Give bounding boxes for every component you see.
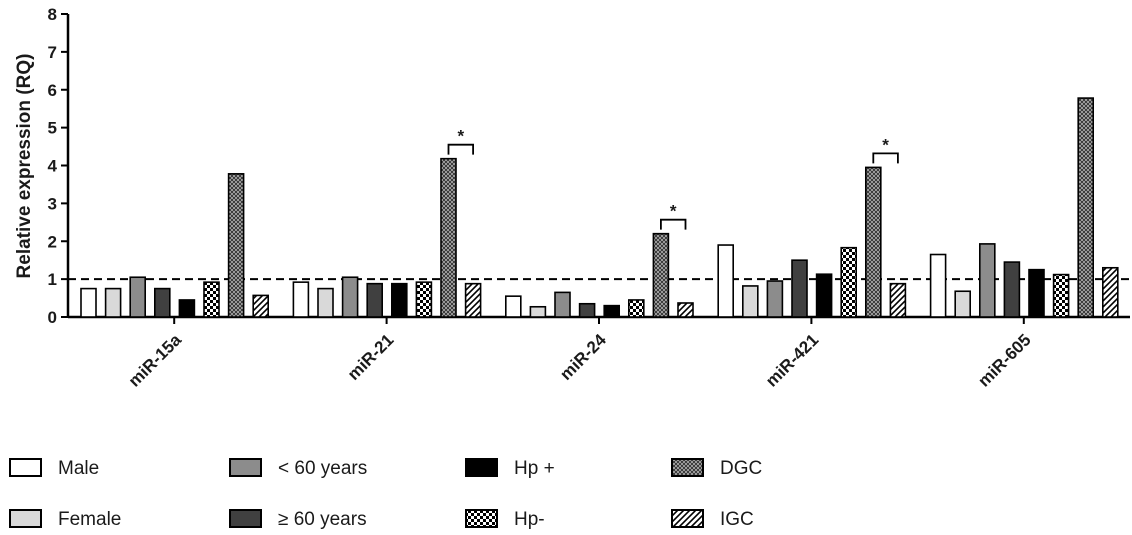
legend-label: < 60 years bbox=[278, 458, 367, 479]
bar-mir-605-7 bbox=[1102, 266, 1119, 318]
y-tick-label: 3 bbox=[48, 194, 57, 213]
bar-mir-15a-1 bbox=[104, 287, 122, 318]
bar-mir-24-7 bbox=[677, 302, 694, 318]
bar-mir-421-1 bbox=[741, 285, 759, 318]
bar-mir-15a-0 bbox=[80, 287, 97, 318]
x-tick-label: miR-15a bbox=[125, 330, 186, 391]
x-tick-label: miR-421 bbox=[762, 330, 822, 390]
bar-mir-605-5 bbox=[1052, 273, 1070, 318]
bar-mir-24-2 bbox=[554, 291, 571, 318]
legend: Male Female < 60 years ≥ 60 years Hp + Hp- DGC… bbox=[9, 458, 762, 530]
legend-item: Female bbox=[9, 509, 121, 530]
bar-mir-605-3 bbox=[1003, 261, 1021, 318]
legend-item: DGC bbox=[671, 458, 762, 479]
bar-mir-24-4 bbox=[603, 304, 621, 318]
bar-mir-421-4 bbox=[815, 273, 833, 318]
bar-mir-21-2 bbox=[341, 276, 359, 318]
legend-label: DGC bbox=[720, 458, 762, 479]
y-tick-label: 5 bbox=[48, 119, 57, 138]
x-tick-labels: miR-15a miR-21 miR-24 miR-421 miR-605 bbox=[125, 317, 1035, 391]
bar-mir-421-6 bbox=[864, 166, 882, 318]
bar-mir-15a-4 bbox=[178, 299, 196, 318]
significance-bracket: * bbox=[447, 127, 474, 155]
bar-mir-605-4 bbox=[1028, 268, 1045, 318]
bar-mir-421-7 bbox=[889, 282, 907, 318]
bar-mir-21-0 bbox=[292, 281, 310, 318]
x-tick-label: miR-21 bbox=[344, 330, 398, 384]
bar-mir-21-6 bbox=[440, 157, 457, 318]
legend-label: Hp + bbox=[514, 458, 555, 479]
bar-mir-421-3 bbox=[791, 259, 808, 318]
significance-star: * bbox=[882, 135, 889, 154]
significance-bracket: * bbox=[872, 135, 899, 164]
axes: 0 1 2 3 4 5 6 7 8 bbox=[48, 5, 1130, 327]
bar-mir-421-0 bbox=[717, 244, 735, 318]
legend-label: Male bbox=[58, 458, 99, 479]
legend-swatch bbox=[465, 458, 498, 477]
bar-mir-15a-3 bbox=[154, 287, 171, 318]
legend-swatch bbox=[465, 509, 498, 528]
bar-mir-21-4 bbox=[390, 282, 408, 318]
y-tick-label: 2 bbox=[48, 232, 57, 251]
significance-star: * bbox=[457, 127, 464, 146]
legend-swatch bbox=[9, 458, 42, 477]
y-tick-label: 1 bbox=[48, 270, 57, 289]
y-tick-label: 4 bbox=[48, 157, 58, 176]
legend-swatch bbox=[229, 509, 262, 528]
x-tick-label: miR-605 bbox=[974, 330, 1034, 390]
bar-mir-21-3 bbox=[366, 282, 384, 318]
legend-swatch bbox=[229, 458, 262, 477]
legend-item: Hp + bbox=[465, 458, 555, 479]
bar-mir-421-2 bbox=[766, 280, 784, 318]
legend-label: Hp- bbox=[514, 509, 545, 530]
bar-mir-605-2 bbox=[978, 243, 996, 318]
legend-item: < 60 years bbox=[229, 458, 367, 479]
legend-item: ≥ 60 years bbox=[229, 509, 367, 530]
bar-mir-21-7 bbox=[464, 282, 482, 318]
y-tick-label: 0 bbox=[48, 308, 57, 327]
bar-mir-15a-5 bbox=[203, 281, 220, 318]
legend-swatch bbox=[9, 509, 42, 528]
y-tick-label: 8 bbox=[48, 5, 57, 24]
bar-mir-21-1 bbox=[317, 287, 334, 318]
x-tick-label: miR-24 bbox=[556, 330, 610, 384]
bar-mir-24-6 bbox=[652, 232, 670, 318]
y-axis-label: Relative expression (RQ) bbox=[14, 54, 35, 279]
bar-mir-15a-6 bbox=[227, 173, 245, 318]
bar-mir-24-0 bbox=[504, 295, 522, 318]
bar-mir-605-6 bbox=[1077, 97, 1094, 318]
bar-mir-605-0 bbox=[929, 253, 947, 318]
legend-item: Hp- bbox=[465, 509, 545, 530]
y-tick-label: 7 bbox=[48, 43, 57, 62]
bars bbox=[80, 97, 1119, 318]
bar-mir-24-5 bbox=[627, 299, 645, 318]
bar-mir-24-1 bbox=[529, 305, 547, 318]
legend-label: IGC bbox=[720, 509, 754, 530]
bar-mir-421-5 bbox=[840, 246, 858, 318]
legend-swatch bbox=[671, 509, 704, 528]
bar-mir-15a-2 bbox=[129, 276, 146, 318]
significance-star: * bbox=[670, 202, 677, 221]
legend-item: IGC bbox=[671, 509, 754, 530]
legend-item: Male bbox=[9, 458, 99, 479]
y-tick-label: 6 bbox=[48, 81, 57, 100]
significance-brackets: * * * bbox=[447, 127, 899, 230]
significance-bracket: * bbox=[660, 202, 687, 230]
bar-mir-605-1 bbox=[954, 290, 972, 318]
bar-mir-21-5 bbox=[415, 281, 433, 318]
bar-mir-24-3 bbox=[578, 302, 596, 318]
bar-mir-15a-7 bbox=[252, 294, 269, 318]
legend-label: ≥ 60 years bbox=[278, 509, 367, 530]
legend-label: Female bbox=[58, 509, 121, 530]
legend-swatch bbox=[671, 458, 704, 477]
